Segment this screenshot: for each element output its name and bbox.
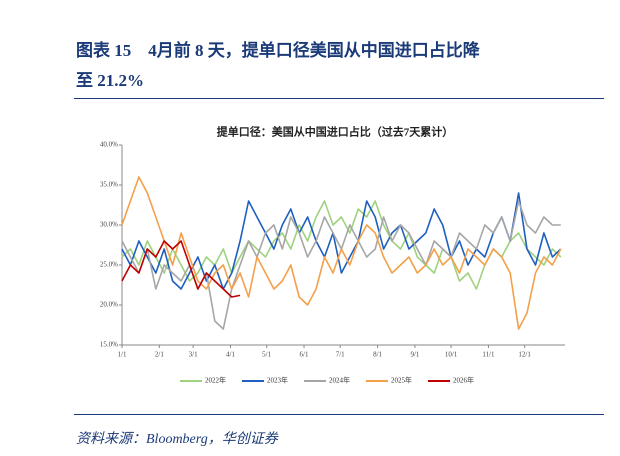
y-tick-label: 15.0% xyxy=(100,341,118,349)
series-line xyxy=(121,176,562,330)
series-line xyxy=(121,192,562,290)
legend-label: 2022年 xyxy=(205,376,226,385)
series-line xyxy=(121,240,241,298)
y-tick-label: 30.0% xyxy=(100,221,118,229)
x-tick-label: 8/1 xyxy=(373,351,382,359)
x-tick-label: 2/1 xyxy=(155,351,164,359)
x-tick-label: 5/1 xyxy=(262,351,271,359)
x-tick-label: 10/1 xyxy=(445,351,458,359)
rule xyxy=(74,98,604,99)
figure-title: 图表 15 4月前 8 天，提单口径美国从中国进口占比降 xyxy=(76,41,480,60)
y-tick-label: 25.0% xyxy=(100,261,118,269)
legend-label: 2024年 xyxy=(329,376,350,385)
legend-label: 2023年 xyxy=(267,376,288,385)
x-tick-label: 7/1 xyxy=(336,351,345,359)
x-tick-label: 4/1 xyxy=(226,351,235,359)
series-line xyxy=(121,200,561,330)
x-tick-label: 9/1 xyxy=(410,351,419,359)
chart: 提单口径：美国从中国进口占比（过去7天累计） 15.0% 20.0% 25.0% 30… xyxy=(100,125,565,385)
y-tick-label: 35.0% xyxy=(100,181,118,189)
source: 资料来源：Bloomberg，华创证券 xyxy=(76,432,278,447)
x-tick-label: 3/1 xyxy=(189,351,198,359)
x-tick-label: 11/1 xyxy=(482,351,495,359)
legend-label: 2026年 xyxy=(453,376,474,385)
x-tick-label: 6/1 xyxy=(300,351,309,359)
y-tick-label: 40.0% xyxy=(100,141,118,149)
chart-title: 提单口径：美国从中国进口占比（过去7天累计） xyxy=(217,125,454,139)
x-tick-label: 12/1 xyxy=(518,351,531,359)
y-tick-label: 20.0% xyxy=(100,301,118,309)
rule xyxy=(74,414,604,415)
figure-title: 至 21.2% xyxy=(76,71,144,90)
legend-label: 2025年 xyxy=(391,376,412,385)
x-tick-label: 1/1 xyxy=(118,351,127,359)
